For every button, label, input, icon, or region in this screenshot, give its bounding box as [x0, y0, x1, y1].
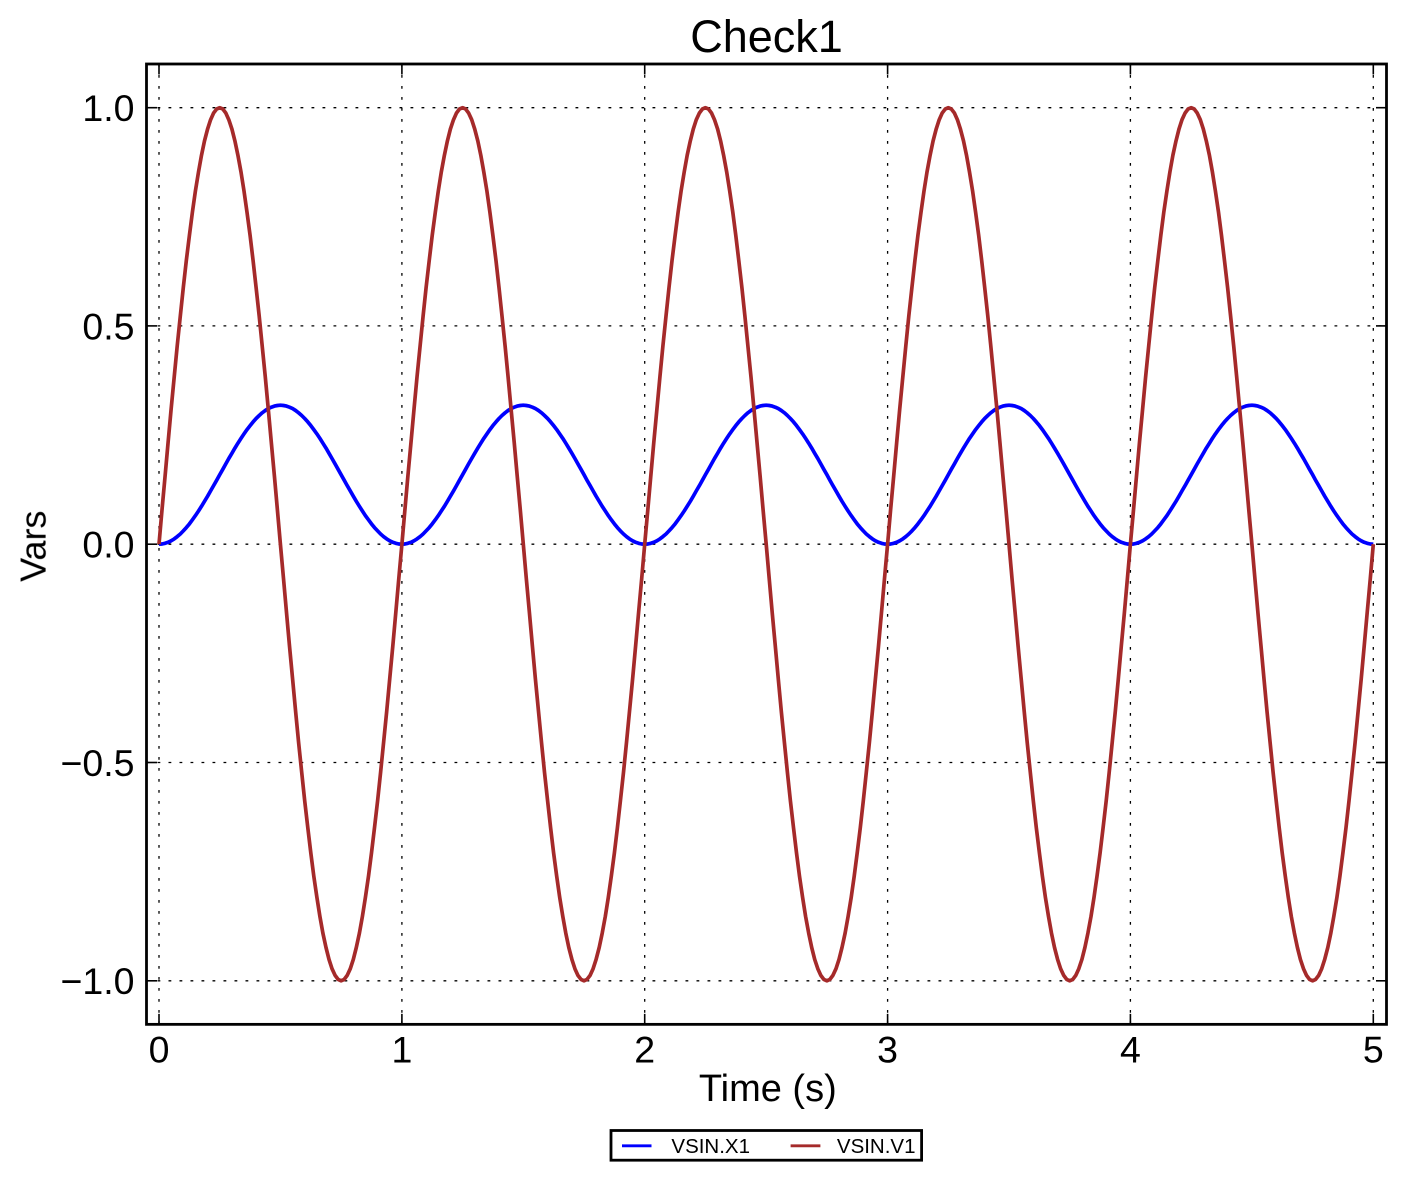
svg-text:−1.0: −1.0 — [60, 960, 134, 1002]
svg-text:5: 5 — [1363, 1029, 1384, 1071]
svg-text:VSIN.X1: VSIN.X1 — [671, 1135, 750, 1158]
svg-text:−0.5: −0.5 — [60, 742, 134, 784]
svg-text:4: 4 — [1120, 1029, 1141, 1071]
svg-text:3: 3 — [877, 1029, 898, 1071]
svg-text:0.0: 0.0 — [82, 524, 134, 566]
svg-text:Check1: Check1 — [690, 11, 843, 62]
svg-text:2: 2 — [634, 1029, 655, 1071]
svg-text:0.5: 0.5 — [82, 305, 134, 347]
svg-text:VSIN.V1: VSIN.V1 — [837, 1135, 916, 1158]
svg-text:1: 1 — [391, 1029, 412, 1071]
svg-text:1.0: 1.0 — [82, 87, 134, 129]
svg-text:Time (s): Time (s) — [699, 1068, 837, 1110]
svg-text:Vars: Vars — [13, 511, 54, 582]
svg-text:0: 0 — [149, 1029, 170, 1071]
